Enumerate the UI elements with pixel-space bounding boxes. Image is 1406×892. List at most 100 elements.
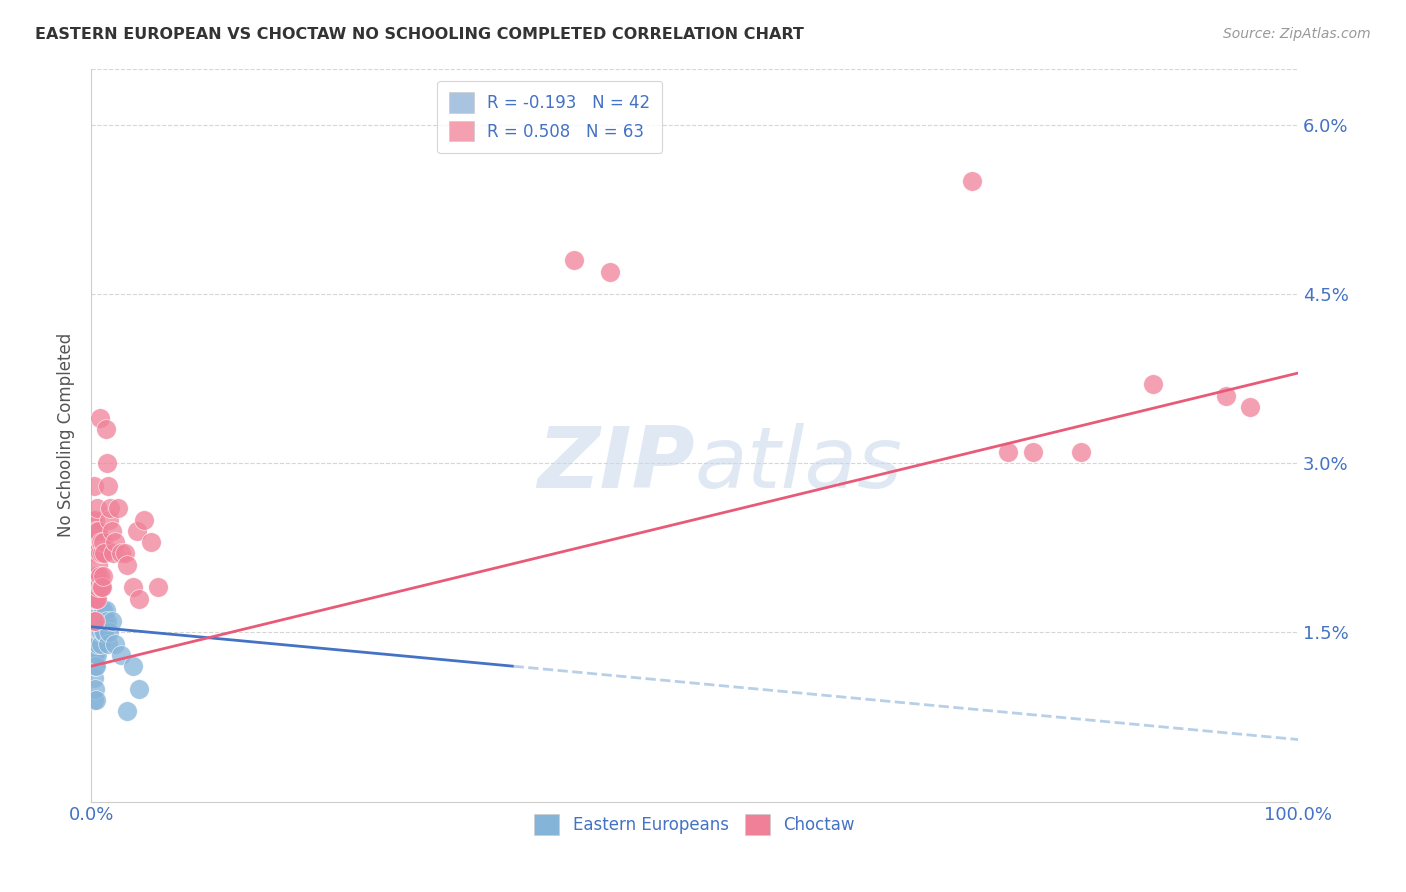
Point (89, 411, 111, 425)
Point (91, 569, 114, 583)
Point (83, 479, 105, 493)
Point (83, 681, 105, 696)
Point (86, 546, 108, 560)
Point (87, 625, 110, 640)
Point (86, 637, 108, 651)
Point (83, 659, 105, 673)
Point (114, 546, 136, 560)
Point (90, 637, 112, 651)
Text: atlas: atlas (695, 423, 903, 506)
Point (84, 637, 107, 651)
Point (82, 637, 104, 651)
Point (84, 524, 107, 538)
Point (599, 264, 621, 278)
Point (84, 546, 107, 560)
Point (87, 558, 110, 572)
Point (97, 479, 120, 493)
Point (94, 422, 117, 436)
Point (83, 614, 105, 628)
Point (104, 637, 127, 651)
Point (83, 637, 105, 651)
Point (83, 569, 105, 583)
Point (87, 524, 110, 538)
Point (93, 546, 115, 560)
Point (91, 614, 114, 628)
Point (960, 174, 983, 188)
Legend: Eastern Europeans, Choctaw: Eastern Europeans, Choctaw (524, 805, 865, 845)
Point (1215, 388, 1237, 402)
Point (90, 580, 112, 594)
Point (84, 693, 107, 707)
Point (100, 614, 122, 628)
Point (84, 591, 107, 606)
Point (100, 501, 122, 516)
Point (110, 648, 132, 662)
Point (83, 648, 105, 662)
Point (101, 546, 124, 560)
Text: Source: ZipAtlas.com: Source: ZipAtlas.com (1223, 27, 1371, 41)
Point (83, 546, 105, 560)
Point (1239, 400, 1261, 414)
Point (107, 501, 129, 516)
Point (98, 513, 121, 527)
Point (87, 614, 110, 628)
Text: EASTERN EUROPEAN VS CHOCTAW NO SCHOOLING COMPLETED CORRELATION CHART: EASTERN EUROPEAN VS CHOCTAW NO SCHOOLING… (35, 27, 804, 42)
Point (86, 648, 108, 662)
Point (87, 580, 110, 594)
Point (94, 603, 117, 617)
Point (86, 614, 108, 628)
Point (1142, 377, 1164, 392)
Point (91, 603, 114, 617)
Point (90, 535, 112, 549)
Point (83, 648, 105, 662)
Point (83, 591, 105, 606)
Point (83, 671, 105, 685)
Point (1021, 445, 1043, 459)
Text: ZIP: ZIP (537, 423, 695, 506)
Point (104, 535, 127, 549)
Point (91, 625, 114, 640)
Point (91, 546, 114, 560)
Point (93, 625, 115, 640)
Point (89, 603, 111, 617)
Point (98, 625, 121, 640)
Point (86, 501, 108, 516)
Point (91, 580, 114, 594)
Point (134, 513, 156, 527)
Point (83, 614, 105, 628)
Point (84, 569, 107, 583)
Point (86, 625, 108, 640)
Point (562, 253, 585, 268)
Point (90, 580, 112, 594)
Point (141, 535, 163, 549)
Point (89, 546, 111, 560)
Point (82, 648, 104, 662)
Point (82, 591, 104, 606)
Point (96, 456, 118, 470)
Point (83, 614, 105, 628)
Point (89, 569, 111, 583)
Point (83, 546, 105, 560)
Point (84, 659, 107, 673)
Point (91, 535, 114, 549)
Point (1070, 445, 1092, 459)
Point (89, 625, 111, 640)
Point (997, 445, 1019, 459)
Point (128, 681, 150, 696)
Point (86, 569, 108, 583)
Point (122, 580, 145, 594)
Point (83, 513, 105, 527)
Point (83, 569, 105, 583)
Point (83, 591, 105, 606)
Point (125, 524, 148, 538)
Point (86, 591, 108, 606)
Y-axis label: No Schooling Completed: No Schooling Completed (58, 333, 75, 537)
Point (96, 614, 118, 628)
Point (93, 614, 115, 628)
Point (82, 546, 104, 560)
Point (83, 693, 105, 707)
Point (110, 546, 132, 560)
Point (122, 659, 145, 673)
Point (83, 524, 105, 538)
Point (97, 637, 120, 651)
